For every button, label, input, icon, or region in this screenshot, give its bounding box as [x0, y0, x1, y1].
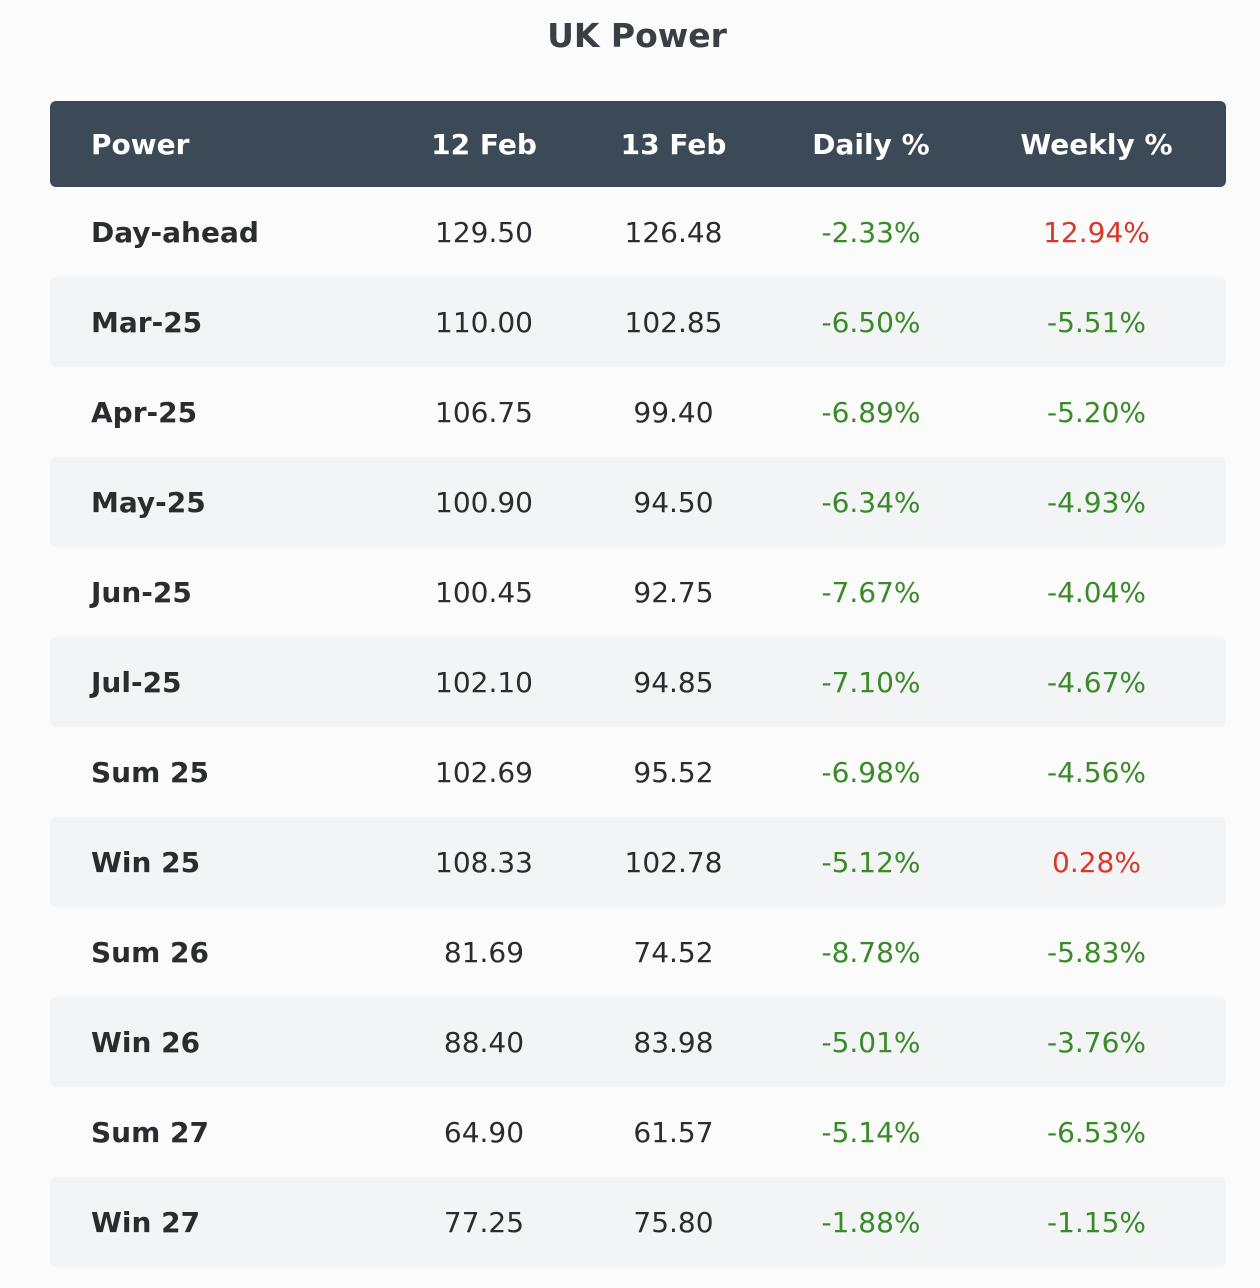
price-13-feb: 102.85	[624, 305, 723, 339]
weekly-change: -4.93%	[1046, 485, 1147, 519]
prices-table: Power 12 Feb 13 Feb Daily % Weekly % Day…	[50, 101, 1226, 1267]
daily-change: -2.33%	[821, 215, 921, 249]
price-13-feb: 95.52	[633, 755, 714, 789]
price-12-feb: 129.50	[435, 215, 533, 249]
daily-change: -5.01%	[821, 1025, 921, 1059]
row-label: Sum 26	[91, 935, 209, 969]
table-row: Day-ahead 129.50 126.48 -2.33% 12.94%	[50, 187, 1226, 277]
price-12-feb: 106.75	[435, 395, 533, 429]
weekly-change: 0.28%	[1052, 845, 1141, 879]
price-12-feb: 102.69	[435, 755, 533, 789]
row-label: Jun-25	[91, 575, 192, 609]
price-13-feb: 92.75	[633, 575, 714, 609]
price-12-feb: 100.45	[435, 575, 533, 609]
row-label: Jul-25	[91, 665, 182, 699]
row-label: Apr-25	[91, 395, 198, 429]
daily-change: -5.14%	[821, 1115, 921, 1149]
price-13-feb: 99.40	[633, 395, 714, 429]
weekly-change: 12.94%	[1043, 215, 1150, 249]
table-row: Win 26 88.40 83.98 -5.01% -3.76%	[50, 997, 1226, 1087]
table-row: Sum 26 81.69 74.52 -8.78% -5.83%	[50, 907, 1226, 997]
table-row: Mar-25 110.00 102.85 -6.50% -5.51%	[50, 277, 1226, 367]
row-label: Win 25	[91, 845, 201, 879]
price-13-feb: 94.85	[633, 665, 714, 699]
table-row: Win 27 77.25 75.80 -1.88% -1.15%	[50, 1177, 1226, 1267]
header-date-1: 12 Feb	[431, 127, 537, 161]
table-header: Power 12 Feb 13 Feb Daily % Weekly %	[50, 101, 1226, 187]
weekly-change: -4.67%	[1046, 665, 1147, 699]
row-label: Win 26	[91, 1025, 201, 1059]
price-13-feb: 102.78	[624, 845, 723, 879]
table-row: Sum 25 102.69 95.52 -6.98% -4.56%	[50, 727, 1226, 817]
daily-change: -6.89%	[821, 395, 921, 429]
daily-change: -6.34%	[821, 485, 921, 519]
price-12-feb: 88.40	[443, 1025, 525, 1059]
price-13-feb: 61.57	[633, 1115, 714, 1149]
header-date-2: 13 Feb	[620, 127, 727, 161]
daily-change: -1.88%	[821, 1205, 921, 1239]
daily-change: -7.10%	[821, 665, 921, 699]
table-row: Jun-25 100.45 92.75 -7.67% -4.04%	[50, 547, 1226, 637]
price-13-feb: 74.52	[633, 935, 714, 969]
header-weekly-pct: Weekly %	[1020, 127, 1173, 161]
table-row: Jul-25 102.10 94.85 -7.10% -4.67%	[50, 637, 1226, 727]
weekly-change: -4.04%	[1046, 575, 1147, 609]
weekly-change: -1.15%	[1046, 1205, 1147, 1239]
price-12-feb: 77.25	[443, 1205, 525, 1239]
daily-change: -5.12%	[821, 845, 921, 879]
row-label: May-25	[91, 485, 206, 519]
table-row: Sum 27 64.90 61.57 -5.14% -6.53%	[50, 1087, 1226, 1177]
header-power: Power	[91, 127, 190, 161]
daily-change: -6.50%	[821, 305, 921, 339]
weekly-change: -6.53%	[1046, 1115, 1147, 1149]
table-row: Apr-25 106.75 99.40 -6.89% -5.20%	[50, 367, 1226, 457]
price-12-feb: 100.90	[435, 485, 533, 519]
header-daily-pct: Daily %	[812, 127, 930, 161]
price-12-feb: 64.90	[443, 1115, 525, 1149]
price-12-feb: 110.00	[435, 305, 533, 339]
daily-change: -6.98%	[821, 755, 921, 789]
page-title: UK Power	[547, 16, 727, 55]
price-12-feb: 102.10	[435, 665, 533, 699]
weekly-change: -4.56%	[1046, 755, 1147, 789]
price-12-feb: 108.33	[435, 845, 533, 879]
daily-change: -8.78%	[821, 935, 921, 969]
row-label: Sum 27	[91, 1115, 209, 1149]
table-row: May-25 100.90 94.50 -6.34% -4.93%	[50, 457, 1226, 547]
price-13-feb: 94.50	[633, 485, 714, 519]
row-label: Win 27	[91, 1205, 201, 1239]
row-label: Sum 25	[91, 755, 209, 789]
weekly-change: -3.76%	[1046, 1025, 1147, 1059]
price-13-feb: 75.80	[633, 1205, 714, 1239]
price-12-feb: 81.69	[443, 935, 525, 969]
price-13-feb: 126.48	[624, 215, 723, 249]
daily-change: -7.67%	[821, 575, 921, 609]
price-13-feb: 83.98	[633, 1025, 714, 1059]
weekly-change: -5.51%	[1046, 305, 1147, 339]
table-row: Win 25 108.33 102.78 -5.12% 0.28%	[50, 817, 1226, 907]
weekly-change: -5.20%	[1046, 395, 1147, 429]
weekly-change: -5.83%	[1046, 935, 1147, 969]
row-label: Mar-25	[91, 305, 203, 339]
row-label: Day-ahead	[91, 215, 259, 249]
